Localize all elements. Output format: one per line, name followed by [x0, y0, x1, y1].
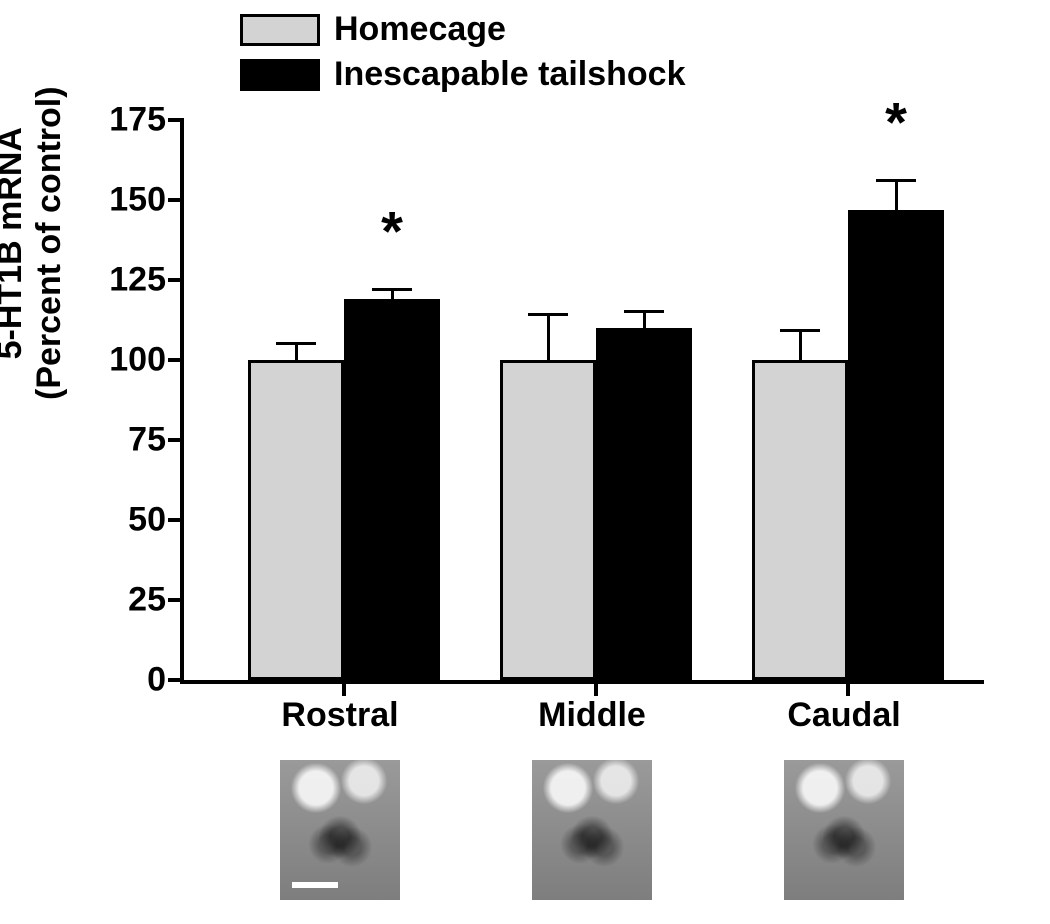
error-bar [799, 331, 802, 360]
error-cap [528, 313, 568, 316]
y-tick [168, 118, 184, 122]
x-axis-label: Caudal [787, 696, 900, 735]
legend-label: Inescapable tailshock [334, 55, 686, 94]
y-tick-label: 0 [147, 661, 166, 700]
error-bar [391, 290, 394, 300]
bar [752, 360, 848, 680]
y-tick [168, 518, 184, 522]
legend-item: Homecage [240, 10, 686, 49]
error-cap [624, 310, 664, 313]
y-tick-label: 150 [109, 181, 166, 220]
bar [344, 299, 440, 680]
error-cap [372, 288, 412, 291]
x-axis-label: Rostral [281, 696, 398, 735]
y-tick-label: 125 [109, 261, 166, 300]
x-tick [594, 680, 598, 696]
plot-area: ** [180, 120, 984, 684]
legend: Homecage Inescapable tailshock [240, 10, 686, 100]
y-tick-label: 75 [128, 421, 166, 460]
legend-label: Homecage [334, 10, 506, 49]
bar [248, 360, 344, 680]
chart-container: Homecage Inescapable tailshock 5-HT1B mR… [0, 0, 1050, 924]
y-tick [168, 598, 184, 602]
legend-swatch-tailshock [240, 59, 320, 91]
y-tick-label: 25 [128, 581, 166, 620]
y-tick [168, 278, 184, 282]
error-bar [643, 312, 646, 328]
error-cap [276, 342, 316, 345]
y-tick [168, 358, 184, 362]
legend-item: Inescapable tailshock [240, 55, 686, 94]
scale-bar [292, 882, 338, 888]
y-tick-label: 175 [109, 101, 166, 140]
bars-layer: ** [184, 120, 984, 680]
error-bar [895, 181, 898, 210]
y-tick [168, 438, 184, 442]
x-tick [342, 680, 346, 696]
y-axis-labels: 0255075100125150175 [0, 120, 170, 680]
error-cap [876, 179, 916, 182]
y-tick [168, 198, 184, 202]
error-cap [780, 329, 820, 332]
x-axis-label: Middle [538, 696, 646, 735]
significance-marker: * [381, 214, 403, 248]
micrograph-image [532, 760, 652, 900]
bar [596, 328, 692, 680]
y-tick-label: 100 [109, 341, 166, 380]
bar [500, 360, 596, 680]
x-tick [846, 680, 850, 696]
error-bar [547, 315, 550, 360]
legend-swatch-homecage [240, 14, 320, 46]
micrograph-texture [280, 760, 400, 900]
micrograph-image [784, 760, 904, 900]
significance-marker: * [885, 106, 907, 140]
micrograph-texture [784, 760, 904, 900]
micrograph-texture [532, 760, 652, 900]
y-tick [168, 678, 184, 682]
error-bar [295, 344, 298, 360]
y-tick-label: 50 [128, 501, 166, 540]
bar [848, 210, 944, 680]
micrograph-image [280, 760, 400, 900]
